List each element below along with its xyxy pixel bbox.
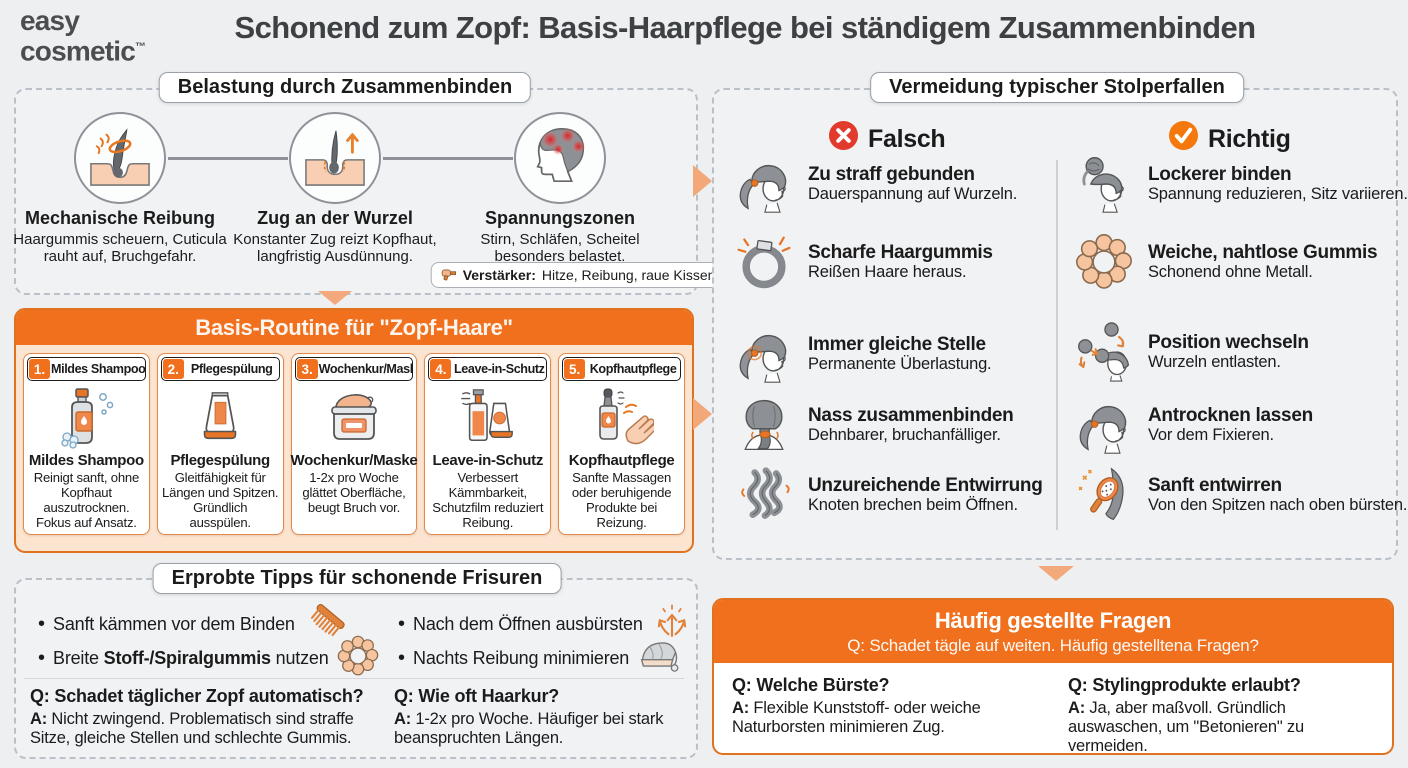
routine-card-2: 2. Pflegespülung Pflegespülung Gleitfähi… xyxy=(156,353,284,536)
step-number: 2. xyxy=(162,359,184,379)
column-divider xyxy=(1056,160,1058,530)
loose-bun-icon xyxy=(1073,152,1135,216)
falsch-item: Immer gleiche Stelle Permanente Überlast… xyxy=(733,322,1068,386)
step-number: 4. xyxy=(430,359,452,379)
metal-hair-tie-icon xyxy=(733,230,795,294)
routine-heading: Basis-Routine für "Zopf-Haare" xyxy=(16,310,692,345)
follicle-friction-circle xyxy=(74,112,166,204)
gentle-detangle-brush-icon xyxy=(1073,463,1135,527)
falsch-item: Nass zusammenbinden Dehnbarer, bruchanfä… xyxy=(733,393,1068,457)
belastung-heading: Belastung durch Zusammenbinden xyxy=(158,72,532,103)
faq-subtitle: Q: Schadet tägle auf weiten. Häufig gest… xyxy=(847,635,1259,655)
belastung-item: Zug an der Wurzel Konstanter Zug reizt K… xyxy=(233,208,437,265)
routine-section: Basis-Routine für "Zopf-Haare" 1. Mildes… xyxy=(14,308,694,553)
routine-card-1: 1. Mildes Shampoo xyxy=(23,353,150,536)
tipps-qa-1: Q: Schadet täglicher Zopf automatisch? A… xyxy=(30,686,364,748)
routine-chip: 2. Pflegespülung xyxy=(160,357,280,381)
step-number: 3. xyxy=(296,359,318,379)
faq-section: Häufig gestellte Fragen Q: Schadet tägle… xyxy=(712,598,1394,755)
brand-line1: easy xyxy=(20,5,80,36)
flow-arrow-down xyxy=(318,291,352,305)
falsch-header: Falsch xyxy=(828,120,946,158)
bullet-dot xyxy=(398,648,405,669)
faq-header: Häufig gestellte Fragen Q: Schadet tägle… xyxy=(714,600,1392,663)
routine-chip: 1. Mildes Shampoo xyxy=(27,357,146,381)
bullet-dot xyxy=(38,648,45,669)
tension-zones-icon xyxy=(529,125,591,192)
routine-card-4: 4. Leave-in-Schutz Leave-in-S xyxy=(424,353,552,536)
richtig-item: Lockerer binden Spannung reduzieren, Sit… xyxy=(1073,152,1408,216)
follicle-friction-icon xyxy=(89,125,151,192)
routine-chip: 3. Wochenkur/Maske xyxy=(294,357,414,381)
richtig-item: Sanft entwirren Von den Spitzen nach obe… xyxy=(1073,463,1408,527)
soft-scrunchie-icon xyxy=(1073,230,1135,294)
night-cap-icon xyxy=(637,634,681,683)
routine-cards: 1. Mildes Shampoo xyxy=(16,345,692,542)
connector-line xyxy=(168,157,288,160)
scalp-care-icon xyxy=(590,381,654,453)
scrunchie-icon xyxy=(337,635,379,682)
tight-ponytail-icon xyxy=(733,152,795,216)
conditioner-tube-icon xyxy=(189,381,251,453)
step-number: 5. xyxy=(564,359,586,379)
brush-out-arrows-icon xyxy=(651,601,693,648)
bullet-dot xyxy=(38,614,45,635)
check-circle-icon xyxy=(1168,120,1199,158)
tipps-qa-2: Q: Wie oft Haarkur? A: 1-2x pro Woche. H… xyxy=(394,686,664,748)
connector-line xyxy=(383,157,513,160)
stolperfallen-heading: Vermeidung typischer Stolperfallen xyxy=(870,72,1244,103)
routine-card-5: 5. Kopfhautpflege Kopfhautpfl xyxy=(558,353,685,536)
shampoo-bottle-icon xyxy=(54,381,118,453)
cross-circle-icon xyxy=(828,120,859,158)
belastung-item: Mechanische Reibung Haargummis scheuern,… xyxy=(13,208,227,265)
amplifier-badge: Verstärker: Hitze, Reibung, raue Kissen. xyxy=(430,262,730,288)
follicle-pull-icon xyxy=(304,125,366,192)
trademark-symbol: ™ xyxy=(135,41,146,53)
same-spot-ponytail-icon xyxy=(733,322,795,386)
stolperfallen-section xyxy=(712,88,1398,560)
richtig-item: Position wechseln Wurzeln entlasten. xyxy=(1073,320,1408,384)
comb-icon xyxy=(303,599,349,650)
tipps-divider xyxy=(24,678,684,679)
falsch-item: Unzureichende Entwirrung Knoten brechen … xyxy=(733,463,1068,527)
richtig-header: Richtig xyxy=(1168,120,1291,158)
brand-line2: cosmetic™ xyxy=(20,35,146,67)
page-title: Schonend zum Zopf: Basis-Haarpflege bei … xyxy=(234,10,1257,45)
step-number: 1. xyxy=(29,359,50,379)
hairdryer-icon xyxy=(441,265,458,285)
routine-card-3: 3. Wochenkur/Maske Wochenkur/Maske 1-2x … xyxy=(291,353,418,536)
change-position-icon xyxy=(1073,320,1135,384)
falsch-item: Zu straff gebunden Dauerspannung auf Wur… xyxy=(733,152,1068,216)
richtig-item: Antrocknen lassen Vor dem Fixieren. xyxy=(1073,393,1408,457)
flow-arrow-down xyxy=(1038,566,1074,581)
brand-logo: easy cosmetic™ xyxy=(20,5,146,67)
faq-heading: Häufig gestellte Fragen xyxy=(934,607,1172,633)
tip-item: Sanft kämmen vor dem Binden xyxy=(38,603,349,642)
follicle-pull-circle xyxy=(289,112,381,204)
flow-arrow-right xyxy=(693,398,712,430)
tip-item: Breite Stoff-/Spiralgummis nutzen xyxy=(38,635,379,676)
belastung-item: Spannungszonen Stirn, Schläfen, Scheitel… xyxy=(480,208,640,265)
flow-arrow-right xyxy=(693,165,712,197)
faq-qa-2: Q: Stylingprodukte erlaubt? A: Ja, aber … xyxy=(1068,675,1304,755)
bullet-dot xyxy=(398,614,405,635)
tip-item: Nachts Reibung minimieren xyxy=(398,640,681,676)
richtig-item: Weiche, nahtlose Gummis Schonend ohne Me… xyxy=(1073,230,1408,294)
falsch-item: Scharfe Haargummis Reißen Haare heraus. xyxy=(733,230,1068,294)
leave-in-spray-icon xyxy=(457,381,519,453)
wet-hair-tied-icon xyxy=(733,393,795,457)
faq-qa-1: Q: Welche Bürste? A: Flexible Kunststoff… xyxy=(732,675,981,737)
faq-body: Q: Welche Bürste? A: Flexible Kunststoff… xyxy=(714,663,1392,755)
routine-chip: 4. Leave-in-Schutz xyxy=(428,357,548,381)
routine-chip: 5. Kopfhautpflege xyxy=(562,357,681,381)
tipps-heading: Erprobte Tipps für schonende Frisuren xyxy=(152,563,562,594)
mask-jar-icon xyxy=(322,381,386,453)
tension-zones-circle xyxy=(514,112,606,204)
air-dry-ponytail-icon xyxy=(1073,393,1135,457)
tip-item: Nach dem Öffnen ausbürsten xyxy=(398,604,693,642)
tangled-hair-icon xyxy=(733,463,795,527)
